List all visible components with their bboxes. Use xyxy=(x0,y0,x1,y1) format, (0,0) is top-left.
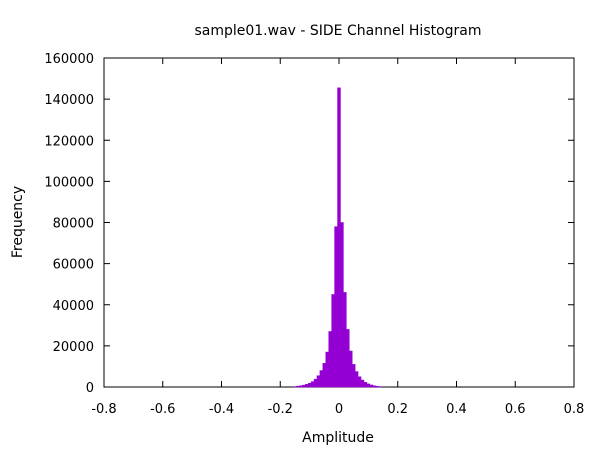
histogram-bar xyxy=(337,87,341,388)
histogram-bar xyxy=(331,294,335,388)
histogram-bar xyxy=(346,329,350,388)
y-tick-label: 100000 xyxy=(44,175,94,190)
histogram-bar xyxy=(351,364,356,388)
histogram-bar xyxy=(296,385,300,388)
histogram-bar xyxy=(340,222,344,388)
histogram-bar xyxy=(349,350,353,388)
y-tick-label: 160000 xyxy=(44,52,94,67)
histogram-bar xyxy=(372,385,376,388)
x-tick-label: -0.4 xyxy=(209,402,234,417)
histogram-bar xyxy=(322,363,327,388)
x-tick-label: -0.6 xyxy=(150,402,175,417)
y-tick-label: 120000 xyxy=(44,134,94,149)
histogram-bar xyxy=(360,379,365,388)
histogram-bar xyxy=(310,381,315,388)
y-tick-label: 140000 xyxy=(44,93,94,108)
x-tick-label: -0.2 xyxy=(268,402,293,417)
histogram-bar xyxy=(366,383,371,388)
histogram-bar xyxy=(313,378,318,388)
x-axis-title: Amplitude xyxy=(302,430,374,446)
chart-title: sample01.wav - SIDE Channel Histogram xyxy=(194,23,481,39)
y-tick-label: 0 xyxy=(86,381,94,396)
histogram-bar xyxy=(375,386,379,388)
y-tick-label: 20000 xyxy=(53,340,94,355)
x-tick-label: 0.8 xyxy=(564,402,585,417)
histogram-bar xyxy=(325,351,329,388)
x-axis: -0.8 -0.6 -0.4 -0.2 0 0.2 0.4 0.6 0.8 xyxy=(91,58,584,417)
histogram-bar xyxy=(319,370,324,388)
histogram-bar xyxy=(369,384,374,388)
x-tick-label: 0.2 xyxy=(387,402,408,417)
histogram-bar xyxy=(363,382,368,388)
y-axis-title: Frequency xyxy=(10,186,26,258)
x-tick-label: -0.8 xyxy=(91,402,116,417)
histogram-bars xyxy=(293,87,382,388)
histogram-bar xyxy=(304,384,309,388)
histogram-bar xyxy=(316,375,321,388)
histogram-bar xyxy=(354,371,359,388)
y-axis: 0 20000 40000 60000 80000 100000 120000 140000 1… xyxy=(44,52,574,396)
y-tick-label: 80000 xyxy=(53,217,94,232)
x-tick-label: 0.4 xyxy=(446,402,467,417)
histogram-bar xyxy=(307,383,312,388)
histogram-bar xyxy=(328,331,332,388)
histogram-bar xyxy=(302,384,306,388)
histogram-bar xyxy=(343,292,347,388)
y-tick-label: 40000 xyxy=(53,299,94,314)
y-tick-label: 60000 xyxy=(53,258,94,273)
histogram-bar xyxy=(357,376,362,388)
histogram-bar xyxy=(334,226,338,388)
histogram-bar xyxy=(299,385,303,388)
x-tick-label: 0 xyxy=(335,402,343,417)
x-tick-label: 0.6 xyxy=(505,402,526,417)
